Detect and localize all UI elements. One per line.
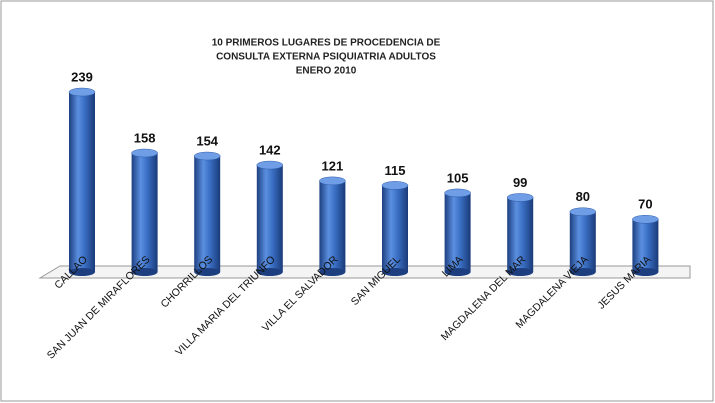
bar-bottom xyxy=(569,268,596,276)
bar-bottom xyxy=(69,268,95,276)
chart-title: 10 PRIMEROS LUGARES DE PROCEDENCIA DE xyxy=(212,38,441,49)
bar-top xyxy=(444,188,471,198)
value-label: 158 xyxy=(134,130,156,145)
value-label: 99 xyxy=(513,175,527,190)
bar-body xyxy=(131,153,158,272)
bar-top xyxy=(632,215,659,224)
bar-bottom xyxy=(131,268,158,276)
bar-body xyxy=(256,165,283,272)
bar-top xyxy=(193,151,221,161)
chart-title: CONSULTA EXTERNA PSIQUIATRIA ADULTOS xyxy=(216,52,436,63)
bar-bottom xyxy=(319,268,346,276)
bar-bottom xyxy=(382,268,408,276)
value-label: 105 xyxy=(447,170,469,185)
bar-body xyxy=(444,192,471,272)
bar-bottom xyxy=(256,268,283,276)
bar-bottom xyxy=(632,268,659,276)
bar-top xyxy=(131,148,158,158)
value-label: 239 xyxy=(71,69,93,84)
bar-top xyxy=(68,87,96,97)
bar-body xyxy=(569,211,596,272)
value-label: 142 xyxy=(259,143,281,158)
chart-title: ENERO 2010 xyxy=(296,66,357,77)
bar-bottom xyxy=(507,268,534,276)
bar-top xyxy=(569,207,597,217)
bar-body xyxy=(632,219,659,272)
bar-body xyxy=(319,180,346,272)
bar-bottom xyxy=(194,268,221,276)
value-label: 70 xyxy=(638,197,652,212)
value-label: 115 xyxy=(385,163,406,178)
bar-top xyxy=(319,176,346,186)
value-label: 80 xyxy=(576,189,590,204)
bar-body xyxy=(382,185,408,272)
bar-body xyxy=(507,197,534,272)
bar-top xyxy=(256,160,284,170)
value-label: 121 xyxy=(322,158,344,173)
bar-body xyxy=(69,92,95,273)
bar-body xyxy=(194,156,221,272)
value-label: 154 xyxy=(196,133,218,148)
bar-bottom xyxy=(444,268,471,276)
bar-top xyxy=(506,193,534,202)
bar-top xyxy=(381,181,409,190)
